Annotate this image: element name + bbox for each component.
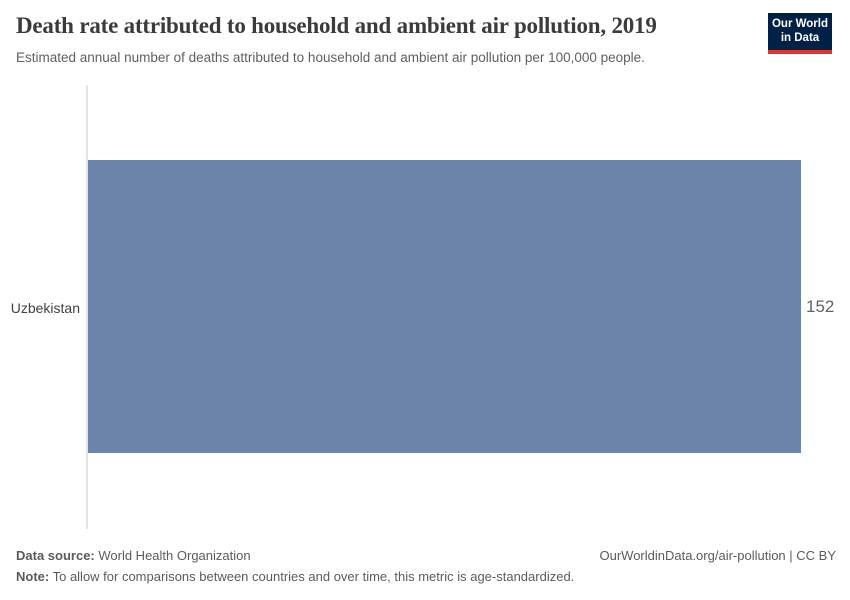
bar-uzbekistan[interactable] — [88, 160, 801, 453]
logo-text-line1: Our World — [771, 18, 828, 30]
chart-subtitle: Estimated annual number of deaths attrib… — [16, 50, 645, 65]
attribution-link[interactable]: OurWorldinData.org/air-pollution | CC BY — [599, 548, 836, 563]
data-source-value: World Health Organization — [94, 548, 251, 563]
y-axis-line — [86, 85, 88, 529]
page-title: Death rate attributed to household and a… — [16, 13, 657, 38]
bar-value-label: 152 — [806, 297, 835, 316]
plot-area: Uzbekistan 152 — [0, 84, 850, 530]
note-line: Note: To allow for comparisons between c… — [16, 569, 574, 584]
logo-text-line2: in Data — [780, 32, 820, 45]
owid-logo: Our World in Data — [768, 13, 832, 54]
note-value: To allow for comparisons between countri… — [49, 569, 575, 584]
data-source-label: Data source: — [16, 548, 95, 563]
data-source-line: Data source: World Health Organization — [16, 548, 251, 563]
entity-label-uzbekistan: Uzbekistan — [10, 300, 80, 316]
note-label: Note: — [16, 569, 50, 584]
